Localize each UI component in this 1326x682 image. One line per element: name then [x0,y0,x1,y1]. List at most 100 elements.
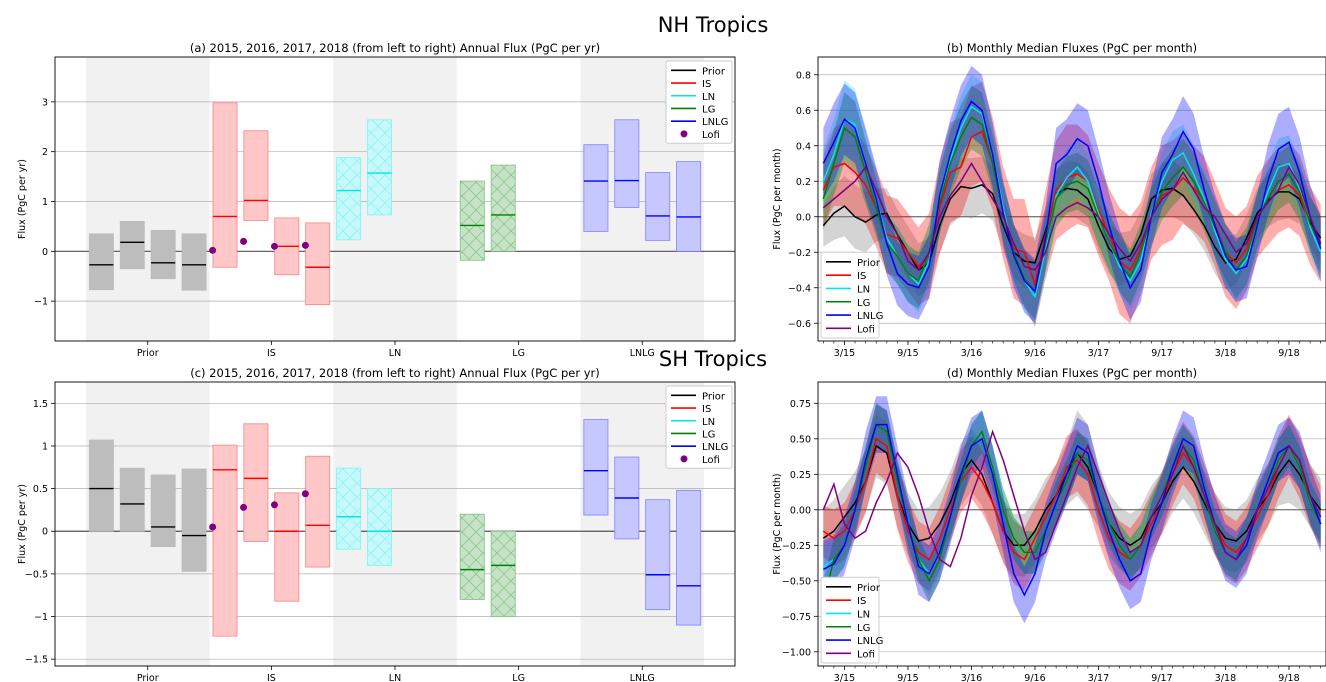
b-axes-frame [817,56,1326,342]
b-xtick-label: 9/16 [1024,348,1045,359]
b-ylabel: Flux (PgC per month) [772,148,783,249]
b-xtick-label: 3/15 [834,348,855,359]
c-ytick-label: 1 [42,441,48,452]
b-legend [820,251,880,339]
a-ytick-label: 2 [42,147,48,158]
a-box-is-2016 [243,130,269,221]
c-box-lnlg-2018 [676,489,702,626]
d-band-lnlg [823,396,1321,624]
d-legend-label-lnlg: LNLG [857,636,883,647]
d-legend-label-is: IS [857,596,866,607]
a-ytick-label: 0 [42,247,48,258]
a-box-is-2018 [305,222,331,306]
d-legend-label-ln: LN [857,609,870,620]
c-box-prior-2015 [88,439,114,532]
c-lofi-point-2015 [209,523,217,531]
b-ytick-label: −0.2 [788,248,811,259]
a-legend-label-prior: Prior [702,66,726,77]
b-band-is [823,81,1321,327]
d-xtick-label: 3/17 [1088,673,1109,682]
c-legend-label-lg: LG [702,429,715,440]
b-legend-label-lofi: Lofi [857,324,875,335]
d-series-is [822,437,1322,561]
b-legend-label-lg: LG [857,298,870,309]
c-legend-label-ln: LN [702,417,715,428]
c-ytick-label: −0.5 [25,569,48,580]
c-xtick-label-lg: LG [512,673,525,682]
c-xtick-label-ln: LN [389,673,401,682]
d-xtick-label: 9/15 [897,673,918,682]
a-box-prior-2016 [119,221,145,270]
b-plot-area [822,65,1322,327]
a-box-lnlg-2015 [583,144,609,232]
b-ytick-label: −0.6 [788,319,811,330]
a-box-prior-2017 [150,229,176,280]
a-box-hatch-lg-2015 [460,181,485,261]
a-xtick-label-is: IS [267,348,276,359]
a-ylabel: Flux (PgC per yr) [17,159,28,239]
d-xtick-label: 9/18 [1278,673,1299,682]
b-xtick-label: 3/18 [1215,348,1236,359]
a-box-hatch-ln-2016 [367,119,392,215]
b-legend-label-prior: Prior [857,258,881,269]
b-xtick-label: 9/17 [1151,348,1172,359]
d-xtick-label: 3/15 [834,673,855,682]
a-ytick-label: 3 [42,97,48,108]
c-legend-label-prior: Prior [702,391,726,402]
d-legend-label-lg: LG [857,623,870,634]
d-series-lofi [822,429,1322,568]
b-xtick-label: 9/15 [897,348,918,359]
c-box-prior-2017 [150,474,176,548]
b-xtick-label: 9/18 [1278,348,1299,359]
b-ytick-label: 0.2 [796,177,811,188]
c-legend-label-lofi: Lofi [702,455,720,466]
b-xtick-label: 3/17 [1088,348,1109,359]
d-ytick-label: 0.75 [790,399,811,410]
d-ytick-label: 0.00 [790,505,811,516]
c-box-is-2018 [305,455,331,568]
a-legend [665,60,733,144]
b-ytick-label: 0.4 [796,141,811,152]
c-legend-marker-lofi [680,455,688,463]
c-box-hatch-lg-2016 [491,531,516,617]
sh-tropics-title: SH Tropics [659,347,767,371]
d-band-is [823,404,1321,591]
panel-d-monthly-flux-chart: −1.00 −0.75 −0.50 −0.25 0.00 0.25 0.50 0.75 3/15… [772,381,1326,682]
b-ytick-label: 0.0 [796,212,811,223]
c-lofi-point-2018 [301,490,309,498]
b-legend-label-lnlg: LNLG [857,311,883,322]
a-group-shade [85,57,210,341]
b-band-lnlg [823,65,1321,324]
c-box-is-2015 [212,444,238,637]
c-ytick-label: 0 [42,527,48,538]
c-legend [665,385,733,469]
c-box-hatch-ln-2015 [336,468,361,550]
d-ytick-label: −0.75 [782,612,811,623]
a-ytick-label: 1 [42,197,48,208]
c-ytick-label: 1.5 [33,399,48,410]
b-band-lg [823,85,1321,320]
c-xtick-label-is: IS [267,673,276,682]
a-lofi-point-2015 [209,246,217,254]
a-box-hatch-lg-2016 [491,165,516,252]
d-legend-label-prior: Prior [857,583,881,594]
a-box-lnlg-2016 [614,119,640,208]
d-legend [820,576,880,664]
a-box-is-2015 [212,102,238,268]
b-ytick-label: 0.8 [796,70,811,81]
c-xtick-label-prior: Prior [137,673,159,682]
b-xtick-label: 3/16 [961,348,982,359]
a-xtick-label-prior: Prior [137,348,159,359]
d-ytick-label: 0.50 [790,434,811,445]
d-legend-label-lofi: Lofi [857,649,875,660]
c-box-hatch-lg-2015 [460,514,485,600]
c-box-is-2017 [274,492,300,602]
a-legend-label-lofi: Lofi [702,130,720,141]
panel-b-title: (b) Monthly Median Fluxes (PgC per month… [947,41,1197,55]
c-lofi-point-2016 [240,503,248,511]
d-ytick-label: −1.00 [782,647,811,658]
nh-tropics-title: NH Tropics [658,13,769,37]
d-xtick-label: 3/16 [961,673,982,682]
c-lofi-point-2017 [270,501,278,509]
a-lofi-point-2016 [240,237,248,245]
